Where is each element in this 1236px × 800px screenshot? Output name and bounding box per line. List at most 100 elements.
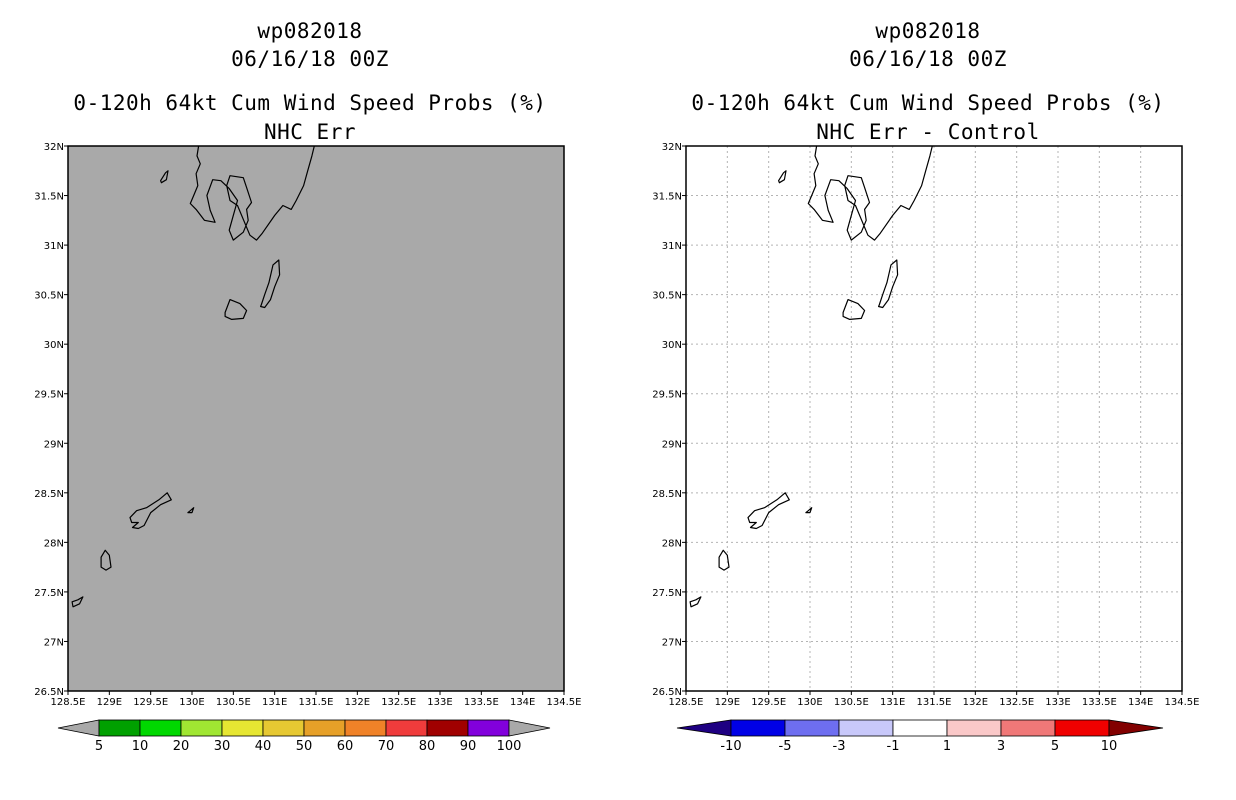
yakushima-island [224, 299, 248, 320]
colorbar-swatch [344, 719, 387, 737]
colorbar-label: 10 [132, 739, 149, 754]
kyushu-coast [807, 145, 933, 241]
colorbar-swatch [303, 719, 346, 737]
colorbar-swatch [426, 719, 469, 737]
tanegashima-island [260, 259, 281, 309]
y-tick-label: 29.5N [34, 390, 64, 401]
x-tick-label: 134.5E [547, 697, 582, 708]
kikaijima-island [187, 507, 195, 514]
x-tick-label: 132E [963, 697, 988, 708]
colorbar-label: -1 [887, 739, 900, 754]
x-tick-label: 131E [262, 697, 287, 708]
y-tick-label: 28.5N [34, 489, 64, 500]
x-tick-label: 133.5E [464, 697, 499, 708]
kikaijima-island [805, 507, 813, 514]
colorbar: 5 10 20 30 40 50 60 70 80 90 100 [57, 719, 551, 754]
x-tick-label: 134.5E [1165, 697, 1200, 708]
x-tick-label: 131.5E [917, 697, 952, 708]
right-datetime: 06/16/18 00Z [849, 47, 1007, 71]
colorbar-swatch [784, 719, 840, 737]
colorbar-label: -10 [720, 739, 741, 754]
colorbar-label: 5 [95, 739, 103, 754]
left-chart-title: 0-120h 64kt Cum Wind Speed Probs (%) [73, 91, 547, 115]
colorbar-label: 50 [296, 739, 313, 754]
colorbar-arrow-high [1108, 719, 1164, 737]
y-tick-label: 31N [662, 241, 682, 252]
y-tick-label: 29N [662, 439, 682, 450]
plot-area-fill [68, 146, 564, 691]
x-tick-label: 134E [1128, 697, 1153, 708]
colorbar-swatch [180, 719, 223, 737]
colorbar-label: 1 [943, 739, 951, 754]
colorbar-label: -3 [833, 739, 846, 754]
yakushima-island [842, 299, 866, 320]
x-tick-label: 132E [345, 697, 370, 708]
y-tick-label: 30N [662, 340, 682, 351]
colorbar-swatch [98, 719, 141, 737]
right-storm-id: wp082018 [875, 19, 981, 43]
y-tick-label: 26.5N [652, 687, 682, 698]
x-tick-label: 128.5E [51, 697, 86, 708]
x-tick-label: 132.5E [381, 697, 416, 708]
y-tick-label: 28N [44, 538, 64, 549]
x-tick-label: 133E [427, 697, 452, 708]
x-tick-label: 130E [179, 697, 204, 708]
x-tick-label: 130.5E [216, 697, 251, 708]
okinoerabu-island [689, 596, 702, 608]
colorbar-label: 30 [214, 739, 231, 754]
y-tick-label: 27N [662, 637, 682, 648]
y-tick-label: 26.5N [34, 687, 64, 698]
colorbar-label: 80 [419, 739, 436, 754]
colorbar-label: 5 [1051, 739, 1059, 754]
colorbar-swatch [221, 719, 264, 737]
colorbar-label: 60 [337, 739, 354, 754]
left-panel: 128.5E 129E 129.5E 130E 130.5E 131E 131.5E 132E… [34, 142, 581, 754]
colorbar-label: 3 [997, 739, 1005, 754]
left-storm-id: wp082018 [257, 19, 363, 43]
y-tick-label: 30N [44, 340, 64, 351]
y-tick-label: 30.5N [652, 291, 682, 302]
colorbar-swatch [1000, 719, 1056, 737]
right-panel: 128.5E 129E 129.5E 130E 130.5E 131E 131.5E 132E… [652, 142, 1199, 754]
tanegashima-island [877, 259, 899, 309]
y-tick-label: 31N [44, 241, 64, 252]
left-chart-subtitle: NHC Err [263, 120, 356, 144]
colorbar-swatch [467, 719, 510, 737]
kyushu-coast [189, 145, 315, 241]
y-tick-label: 31.5N [652, 192, 682, 203]
colorbar-swatch [139, 719, 182, 737]
colorbar-swatch [892, 719, 948, 737]
y-tick-label: 30.5N [34, 291, 64, 302]
x-tick-label: 131E [880, 697, 905, 708]
x-tick-label: 131.5E [299, 697, 334, 708]
colorbar-label: 40 [255, 739, 272, 754]
right-chart-title: 0-120h 64kt Cum Wind Speed Probs (%) [691, 91, 1165, 115]
y-tick-label: 28N [662, 538, 682, 549]
y-tick-label: 28.5N [652, 489, 682, 500]
x-tick-label: 130.5E [834, 697, 869, 708]
colorbar-swatch [946, 719, 1002, 737]
colorbar-label: 100 [497, 739, 522, 754]
y-tick-label: 32N [44, 142, 64, 153]
y-tick-label: 27.5N [34, 588, 64, 599]
colorbar-swatch [385, 719, 428, 737]
tokunoshima-island [100, 549, 112, 571]
y-tick-label: 31.5N [34, 192, 64, 203]
colorbar-label: -5 [779, 739, 792, 754]
x-tick-label: 129E [715, 697, 740, 708]
y-tick-label: 27N [44, 637, 64, 648]
okinoerabu-island [71, 596, 84, 608]
amami-oshima-island [129, 492, 172, 530]
colorbar-swatch [262, 719, 305, 737]
x-tick-label: 133.5E [1082, 697, 1117, 708]
left-datetime: 06/16/18 00Z [231, 47, 389, 71]
colorbar-arrow-low [676, 719, 732, 737]
y-tick-label: 32N [662, 142, 682, 153]
x-tick-label: 128.5E [669, 697, 704, 708]
x-tick-label: 132.5E [999, 697, 1034, 708]
colorbar-swatch [1054, 719, 1110, 737]
tokunoshima-island [718, 549, 730, 571]
colorbar: -10 -5 -3 -1 1 3 5 10 [676, 719, 1164, 754]
colorbar-swatch [838, 719, 894, 737]
